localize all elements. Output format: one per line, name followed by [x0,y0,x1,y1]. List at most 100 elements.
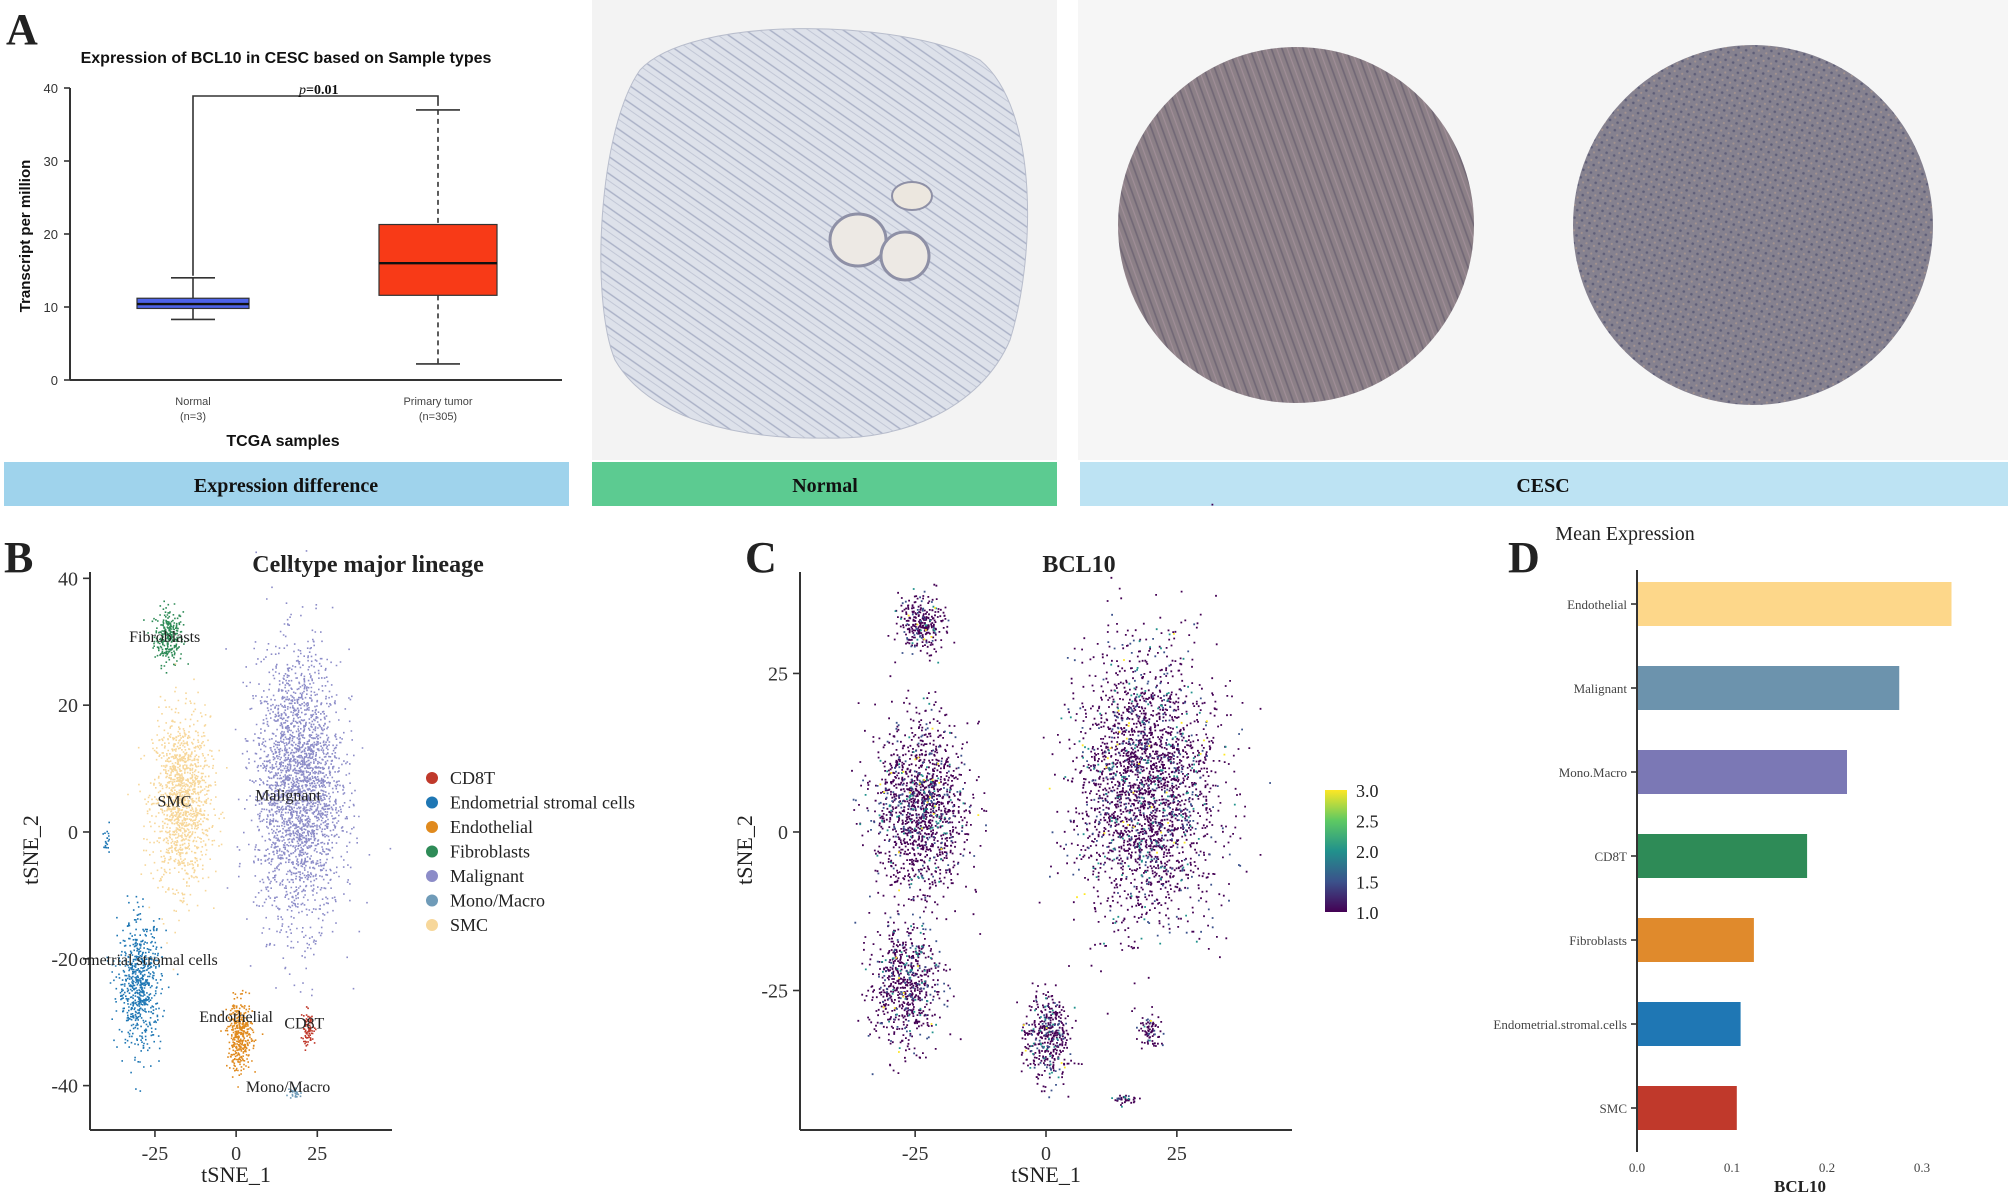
cesc-tissue-image-1 [1118,47,1474,403]
panel-c-tsne-bcl10: BCL10 tSNE_1 tSNE_2 -25 0 25 25 0 -25 3.0 2.5 2… [732,503,1379,1187]
boxplot-group-n: (n=305) [419,411,457,423]
expression-difference-band [4,462,569,506]
boxplot-y-tick-label: 30 [44,154,58,169]
tsne-b-x-tick-label: 25 [307,1143,327,1165]
bar [1638,750,1847,794]
legend-label: CD8T [450,768,495,788]
tsne-b-x-tick-label: -25 [142,1143,169,1165]
tsne-c-points-low [851,503,1262,1106]
cesc-band-label: CESC [1516,475,1569,497]
legend-marker [426,796,438,809]
tsne-c-y-tick-label: -25 [761,981,788,1003]
p-value-text: =0.01 [306,83,338,98]
panel-label-b: B [4,533,33,582]
legend-marker [426,821,438,833]
panel-label-d: D [1508,533,1540,582]
colorbar-tick-label: 1.0 [1356,903,1379,923]
tsne-b-x-label: tSNE_1 [201,1162,271,1187]
tsne-c-x-tick-label: -25 [902,1143,929,1165]
boxplot-title: Expression of BCL10 in CESC based on Sam… [81,50,492,67]
boxplot-group-label: Normal [175,396,210,408]
boxplot-y-tick-label: 20 [44,227,58,242]
legend-label: Endometrial stromal cells [450,793,635,813]
legend-marker [426,870,438,882]
tsne-bcl10-title: BCL10 [1042,552,1115,578]
tsne-b-point-cluster [225,550,392,997]
boxplot-box [378,223,498,296]
tsne-b-y-tick-label: 40 [58,568,78,590]
tsne-b-cluster-label: Mono/Macro [246,1079,330,1096]
boxplot-y-tick-label: 10 [44,300,58,315]
tsne-b-cluster-label: Malignant [255,787,321,804]
normal-band [592,462,1057,506]
boxplot-y-tick-label: 0 [51,373,58,388]
legend-label: Fibroblasts [450,842,530,862]
panel-d-bar-chart: Mean Expression BCL10 Endothelial Maligna… [1493,523,1952,1195]
legend-label: Endothelial [450,817,533,837]
bar-category-label: Fibroblasts [1569,933,1627,948]
normal-band-label: Normal [792,475,858,497]
bar-x-label: BCL10 [1774,1177,1826,1195]
panel-label-c: C [745,533,777,582]
bar-category-label: Endothelial [1567,597,1627,612]
bar [1638,918,1754,962]
colorbar-tick-label: 3.0 [1356,781,1379,801]
tsne-b-point-cluster [127,663,228,971]
boxplot-group-n: (n=3) [180,411,206,423]
tsne-b-y-tick-label: -40 [51,1076,78,1098]
panel-a-boxplot: Expression of BCL10 in CESC based on Sam… [17,50,562,450]
bar-x-tick-label: 0.1 [1724,1160,1740,1175]
bar-category-label: SMC [1600,1101,1627,1116]
tsne-c-x-label: tSNE_1 [1011,1162,1081,1187]
tsne-c-x-tick-label: 0 [1041,1143,1051,1165]
boxplot-y-tick-label: 40 [44,81,58,96]
panel-label-a: A [6,5,38,54]
bar-category-label: Endometrial.stromal.cells [1493,1017,1627,1032]
legend-marker [426,772,438,784]
tsne-b-point-cluster [106,895,179,1092]
tsne-b-cluster-label: Fibroblasts [129,629,200,646]
tsne-b-point-cluster [102,821,110,853]
tsne-c-y-tick-label: 25 [768,663,788,685]
bar [1638,1002,1741,1046]
tsne-b-cluster-label: CD8T [284,1016,324,1033]
tsne-c-x-tick-label: 25 [1167,1143,1187,1165]
bar-category-label: CD8T [1595,849,1628,864]
expression-difference-label: Expression difference [194,475,378,497]
tsne-b-point-cluster [286,1087,302,1099]
tsne-b-y-tick-label: 0 [68,822,78,844]
colorbar-tick-label: 1.5 [1356,873,1379,893]
bar [1638,582,1952,626]
bar-x-tick-label: 0.3 [1914,1160,1930,1175]
colorbar-tick-label: 2.5 [1356,812,1379,832]
tsne-b-point-cluster [143,600,190,674]
colorbar [1325,790,1347,912]
tsne-celltype-title: Celltype major lineage [252,552,484,578]
significance-bracket [192,95,439,276]
tsne-c-y-tick-label: 0 [778,822,788,844]
bar [1638,666,1900,710]
bar-chart-title: Mean Expression [1555,523,1694,545]
tsne-b-y-tick-label: -20 [51,949,78,971]
cesc-band [1080,462,2008,506]
boxplot-y-axis-label: Transcript per million [17,160,34,313]
colorbar-tick-label: 2.0 [1356,842,1379,862]
legend-marker [426,919,438,931]
cesc-tissue-image-2 [1573,45,1933,405]
bar-x-tick-label: 0.0 [1629,1160,1645,1175]
tsne-b-y-label: tSNE_2 [18,815,43,885]
tsne-b-point-cluster [220,989,264,1088]
boxplot-x-axis-label: TCGA samples [226,433,339,450]
tsne-b-cluster-label: Endothelial [199,1009,273,1026]
tsne-b-cluster-label: SMC [158,794,192,811]
legend-label: Malignant [450,866,524,886]
legend-marker [426,845,438,858]
boxplot-group-label: Primary tumor [403,396,472,408]
p-value-symbol: p [298,83,306,98]
normal-tissue-image [600,28,1029,439]
bar-category-label: Malignant [1574,681,1628,696]
legend-label: SMC [450,915,488,935]
tsne-c-y-label: tSNE_2 [732,815,757,885]
tsne-b-cluster-label: ometrial stromal cells [79,952,218,969]
